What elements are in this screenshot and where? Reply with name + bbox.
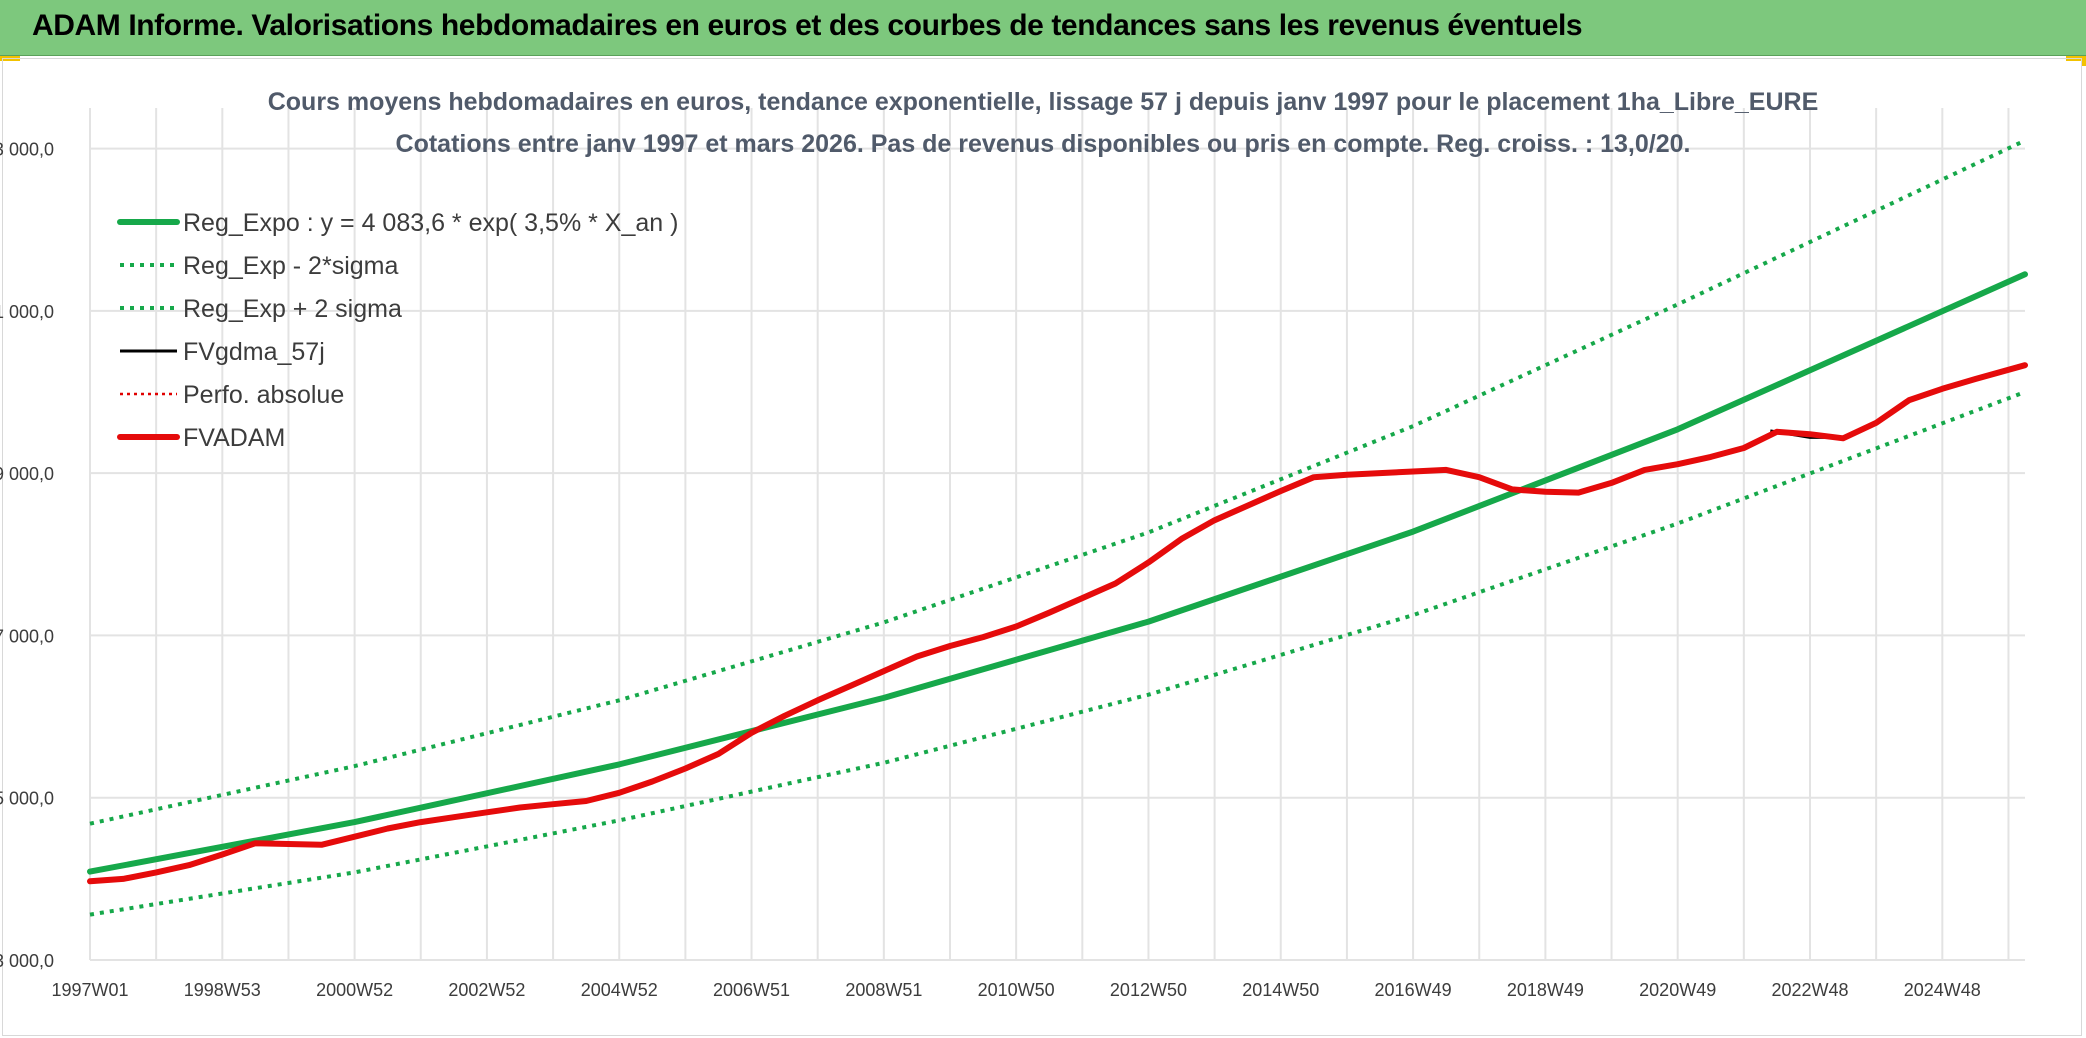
legend-label: Perfo. absolue (183, 381, 344, 409)
series-line-1 (89, 390, 2026, 917)
corner-marker-right (2081, 56, 2086, 66)
y-tick-label: 7 000,0 (0, 626, 54, 646)
x-tick-label: 2016W49 (1375, 980, 1452, 1000)
series-line-5 (87, 362, 2028, 885)
header-banner: ADAM Informe. Valorisations hebdomadaire… (0, 0, 2086, 56)
legend-label: FVgdma_57j (183, 338, 325, 366)
chart-frame (2, 58, 2082, 1036)
x-tick-label: 2002W52 (448, 980, 525, 1000)
page-title: ADAM Informe. Valorisations hebdomadaire… (32, 9, 1583, 42)
legend-label: FVADAM (183, 424, 285, 452)
x-tick-label: 2012W50 (1110, 980, 1187, 1000)
legend-label: Reg_Exp - 2*sigma (183, 252, 398, 280)
x-tick-label: 2018W49 (1507, 980, 1584, 1000)
x-tick-label: 2014W50 (1242, 980, 1319, 1000)
x-tick-label: 2008W51 (845, 980, 922, 1000)
legend-label: Reg_Expo : y = 4 083,6 * exp( 3,5% * X_a… (183, 209, 678, 237)
x-tick-label: 2024W48 (1904, 980, 1981, 1000)
x-tick-label: 2022W48 (1771, 980, 1848, 1000)
x-tick-label: 2010W50 (978, 980, 1055, 1000)
x-tick-label: 2006W51 (713, 980, 790, 1000)
x-tick-label: 2000W52 (316, 980, 393, 1000)
x-tick-label: 2020W49 (1639, 980, 1716, 1000)
y-tick-label: 5 000,0 (0, 789, 54, 809)
y-tick-label: 11 000,0 (0, 302, 54, 322)
x-tick-label: 1997W01 (51, 980, 128, 1000)
x-tick-label: 1998W53 (184, 980, 261, 1000)
chart-title: Cours moyens hebdomadaires en euros, ten… (268, 88, 1819, 116)
legend-label: Reg_Exp + 2 sigma (183, 295, 402, 323)
y-tick-label: 3 000,0 (0, 951, 54, 971)
chart-subtitle: Cotations entre janv 1997 et mars 2026. … (396, 130, 1691, 158)
y-tick-label: 9 000,0 (0, 464, 54, 484)
x-tick-label: 2004W52 (581, 980, 658, 1000)
series-line-2 (89, 138, 2026, 826)
series-line-0 (87, 271, 2028, 875)
y-tick-label: 13 000,0 (0, 140, 54, 160)
